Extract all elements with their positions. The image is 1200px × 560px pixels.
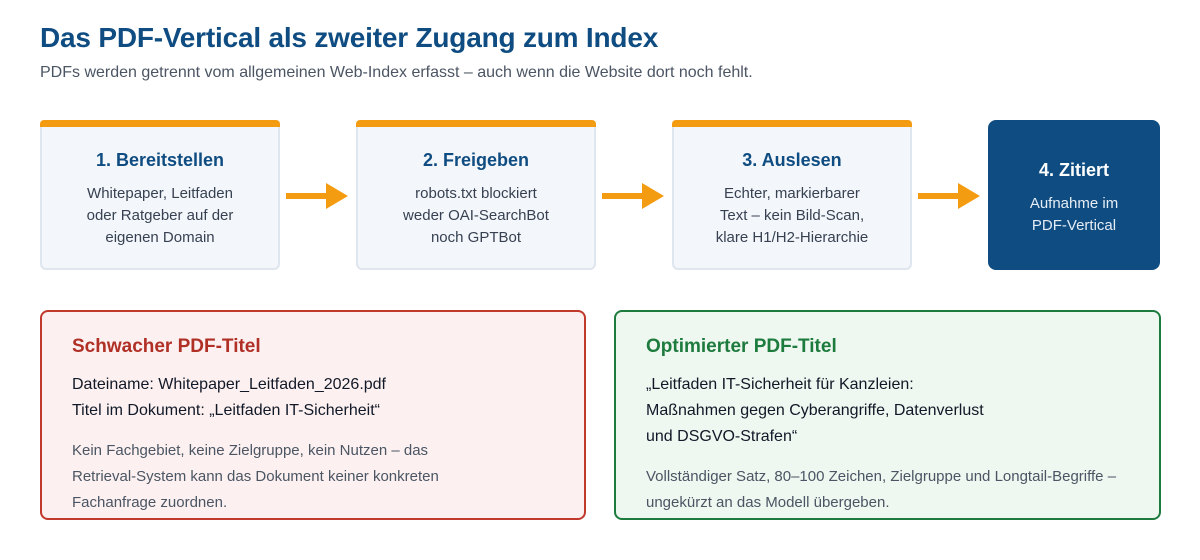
step-accent-bar <box>356 120 596 127</box>
step-provide: 1. Bereitstellen Whitepaper, Leitfaden o… <box>40 120 280 270</box>
step-text-line: oder Ratgeber auf der <box>86 207 234 224</box>
arrow-right-icon <box>602 183 664 209</box>
step-text-line: Whitepaper, Leitfaden <box>87 185 233 202</box>
step-text-line: Text – kein Bild-Scan, <box>719 207 865 224</box>
arrow-right-icon <box>918 183 980 209</box>
optimized-title-heading: Optimierter PDF-Titel <box>646 336 837 357</box>
step-extract: 3. Auslesen Echter, markierbarer Text – … <box>672 120 912 270</box>
step-text-line: robots.txt blockiert <box>415 185 537 202</box>
step-text: Echter, markierbarer Text – kein Bild-Sc… <box>702 183 882 249</box>
step-text-line: weder OAI-SearchBot <box>403 207 549 224</box>
step-cited: 4. Zitiert Aufnahme im PDF-Vertical <box>988 120 1160 270</box>
optimized-title-line: Maßnahmen gegen Cyberangriffe, Datenverl… <box>646 402 984 419</box>
step-text-line: klare H1/H2-Hierarchie <box>715 229 869 246</box>
weak-filename: Dateiname: Whitepaper_Leitfaden_2026.pdf <box>72 376 386 393</box>
weak-doc-title: Titel im Dokument: „Leitfaden IT-Sicherh… <box>72 402 380 419</box>
optimized-note: Vollständiger Satz, 80–100 Zeichen, Ziel… <box>646 468 1117 511</box>
weak-title-heading: Schwacher PDF-Titel <box>72 336 261 357</box>
step-text-line: PDF-Vertical <box>1031 217 1117 234</box>
step-text-line: Echter, markierbarer <box>724 185 860 202</box>
step-title: 2. Freigeben <box>422 150 530 170</box>
step-text-line: noch GPTBot <box>430 229 522 246</box>
optimized-title-line: und DSGVO-Strafen“ <box>646 428 798 445</box>
step-release: 2. Freigeben robots.txt blockiert weder … <box>356 120 596 270</box>
page-subtitle: PDFs werden getrennt vom allgemeinen Web… <box>40 64 753 81</box>
step-text: robots.txt blockiert weder OAI-SearchBot… <box>386 183 566 249</box>
step-accent-bar <box>40 120 280 127</box>
optimized-title-line: „Leitfaden IT-Sicherheit für Kanzleien: <box>646 376 914 393</box>
step-title: 3. Auslesen <box>742 150 842 170</box>
step-title: 1. Bereitstellen <box>95 150 225 170</box>
step-title: 4. Zitiert <box>1038 160 1109 180</box>
step-accent-bar <box>672 120 912 127</box>
weak-title-panel: Schwacher PDF-Titel Dateiname: Whitepape… <box>40 310 586 520</box>
step-text-line: Aufnahme im <box>1029 195 1119 212</box>
step-text: Aufnahme im PDF-Vertical <box>1004 193 1144 237</box>
page-title: Das PDF-Vertical als zweiter Zugang zum … <box>40 22 659 53</box>
weak-note: Kein Fachgebiet, keine Zielgruppe, kein … <box>72 442 439 511</box>
step-text: Whitepaper, Leitfaden oder Ratgeber auf … <box>70 183 250 249</box>
step-text-line: eigenen Domain <box>105 229 215 246</box>
arrow-right-icon <box>286 183 348 209</box>
optimized-title-panel: Optimierter PDF-Titel „Leitfaden IT-Sich… <box>614 310 1161 520</box>
